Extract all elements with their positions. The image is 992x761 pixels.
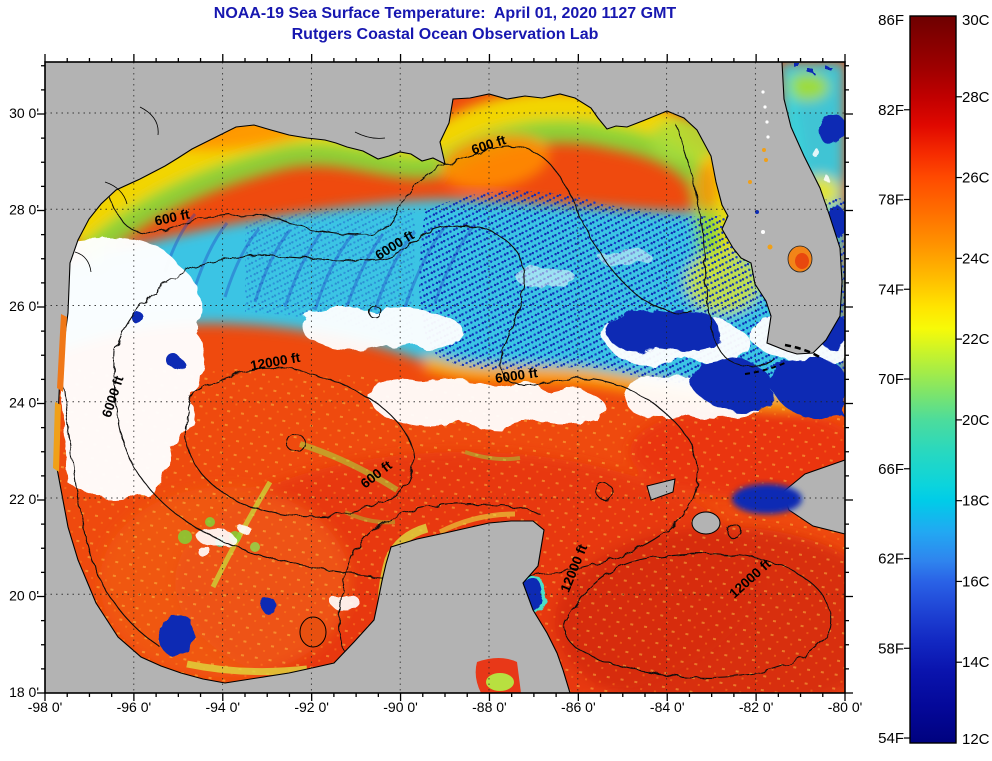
x-axis-tick-label: -80 0' (828, 699, 863, 715)
axis-labels: -98 0' -96 0' -94 0' -92 0' -90 0' -88 0' -86 … (9, 105, 862, 715)
texas-bays (74, 106, 386, 273)
depth-contours (62, 123, 832, 678)
colorbar-fahrenheit-label: 62F (878, 551, 904, 568)
x-axis-tick-label: -84 0' (650, 699, 685, 715)
colorbar-celsius-label: 30C (962, 12, 990, 29)
colorbar-fahrenheit-label: 54F (878, 730, 904, 747)
y-axis-tick-label: 24 0' (9, 395, 39, 411)
colorbar: 86F 82F 78F 74F 70F 66F 62F 58F 54F 30C 28C 26C 24C 2… (878, 12, 990, 748)
y-axis-tick-label: 22 0' (9, 491, 39, 507)
colorbar-celsius-label: 14C (962, 654, 990, 671)
florida-inland-dots (748, 90, 773, 250)
colorbar-fahrenheit-label: 78F (878, 192, 904, 209)
florida-keys (784, 343, 822, 360)
florida-keys-lower (744, 361, 788, 375)
colorbar-fahrenheit-label: 74F (878, 281, 904, 298)
map-plot: 600 ft 600 ft 6000 ft 12000 ft 6000 ft 6… (44, 61, 846, 694)
colorbar-fahrenheit-label: 82F (878, 102, 904, 119)
colorbar-celsius-label: 24C (962, 250, 990, 267)
x-axis-tick-label: -94 0' (205, 699, 240, 715)
contour-label: 6000 ft (494, 365, 539, 386)
x-axis-tick-label: -82 0' (739, 699, 774, 715)
colorbar-gradient (909, 15, 957, 744)
colorbar-celsius-label: 20C (962, 412, 990, 429)
colorbar-celsius-label: 28C (962, 89, 990, 106)
y-axis-tick-label: 30 0' (9, 105, 39, 121)
x-axis-tick-label: -90 0' (383, 699, 418, 715)
axis-ticks (37, 54, 853, 701)
x-axis-tick-label: -96 0' (117, 699, 152, 715)
coastal-lagoon-2 (53, 402, 61, 472)
colorbar-celsius-label: 18C (962, 493, 990, 510)
land-isla-juventud (691, 511, 721, 535)
colorbar-celsius-label: 26C (962, 170, 990, 187)
colorbar-fahrenheit-label: 58F (878, 640, 904, 657)
land-features (53, 90, 813, 693)
x-axis-tick-label: -88 0' (472, 699, 507, 715)
colorbar-celsius-label: 22C (962, 331, 990, 348)
colorbar-fahrenheit-label: 66F (878, 461, 904, 478)
contour-label-group: 600 ft 600 ft 6000 ft 12000 ft 6000 ft 6… (99, 132, 774, 601)
land-mainland (44, 61, 843, 694)
lake-okeechobee-center (795, 253, 809, 269)
cuba-cloud-navy (732, 484, 802, 514)
colorbar-celsius-label: 12C (962, 731, 990, 748)
colorbar-fahrenheit-label: 70F (878, 371, 904, 388)
colorbar-ticks (904, 96, 962, 739)
cold-filaments (163, 212, 477, 313)
contour-label: 600 ft (153, 206, 191, 228)
coastal-lagoon-1 (57, 314, 67, 392)
colorbar-labels: 86F 82F 78F 74F 70F 66F 62F 58F 54F 30C 28C 26C 24C 2… (878, 12, 990, 748)
figure-subtitle: Rutgers Coastal Ocean Observation Lab (291, 26, 599, 43)
y-axis-tick-label: 18 0' (9, 684, 39, 700)
land-mask (44, 61, 846, 694)
laguna-de-terminos (299, 616, 327, 648)
colorbar-celsius-label: 16C (962, 573, 990, 590)
land-cuba-west-tip (646, 478, 676, 501)
colorbar-fahrenheit-label: 86F (878, 12, 904, 29)
graticule (45, 62, 845, 693)
y-axis-tick-label: 26 0' (9, 298, 39, 314)
chetumal-bay-green (486, 673, 514, 691)
x-axis-tick-label: -86 0' (561, 699, 596, 715)
y-axis-tick-label: 28 0' (9, 202, 39, 218)
x-axis-tick-label: -92 0' (294, 699, 329, 715)
y-axis-tick-label: 20 0' (9, 588, 39, 604)
figure-title: NOAA-19 Sea Surface Temperature: April 0… (213, 5, 677, 22)
x-axis-tick-label: -98 0' (28, 699, 63, 715)
